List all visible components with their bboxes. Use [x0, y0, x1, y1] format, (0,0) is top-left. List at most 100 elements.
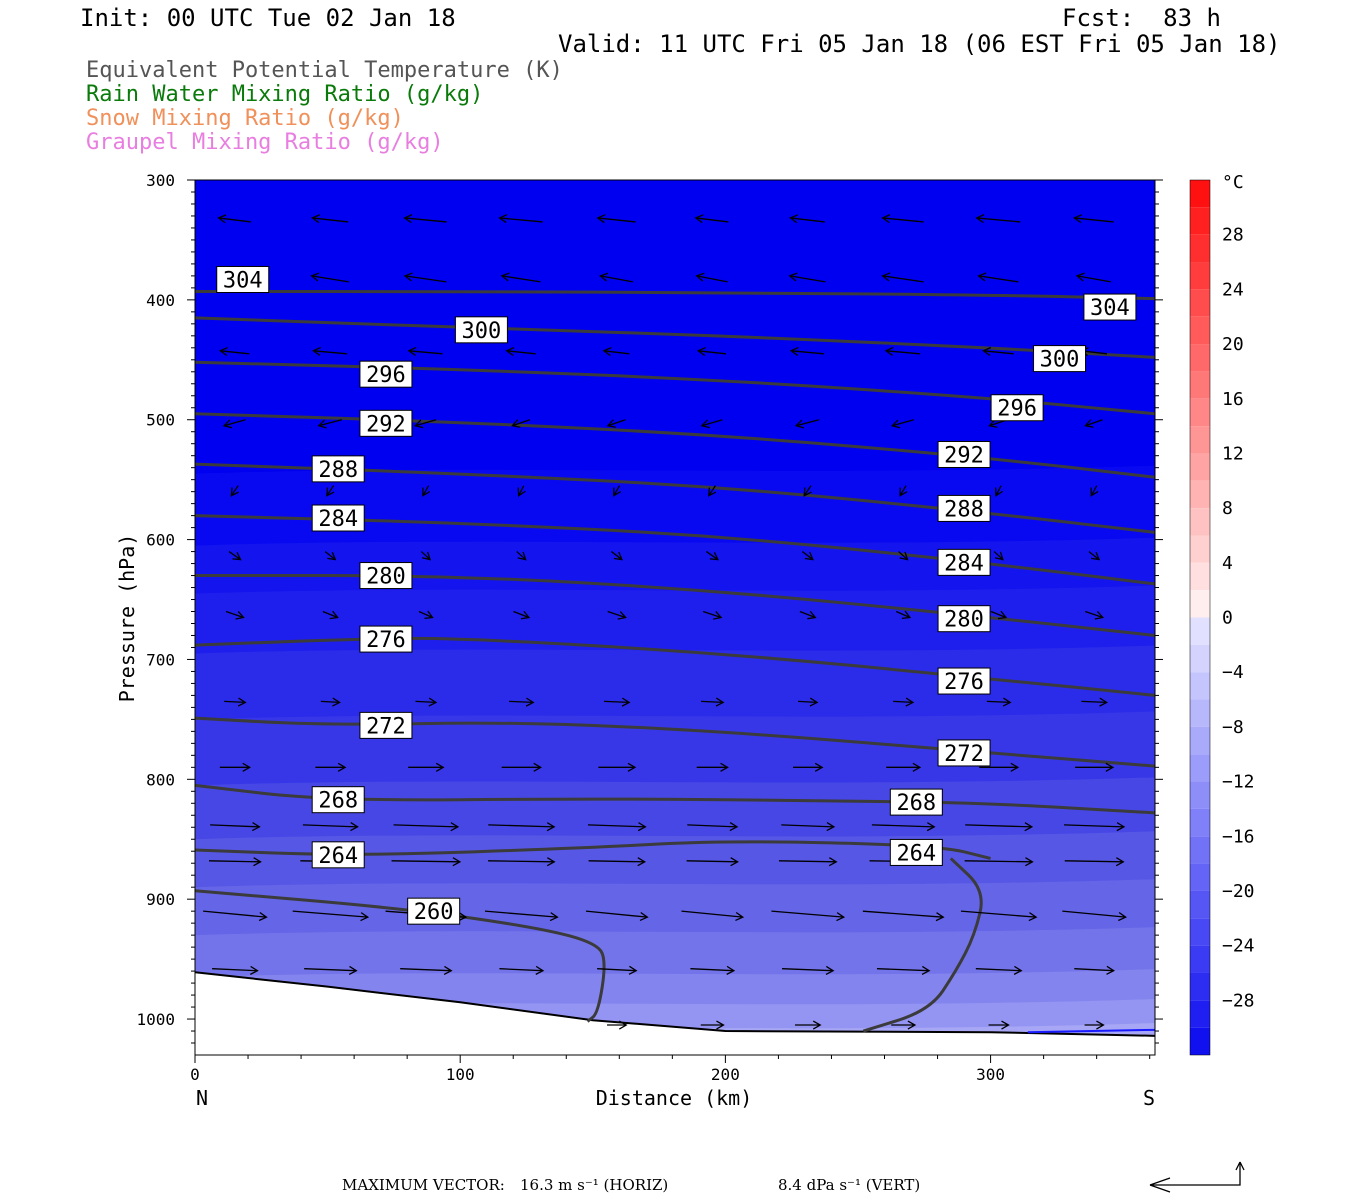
wind-vector: [203, 910, 268, 922]
wind-vector: [975, 965, 1023, 975]
rain-water-trace: [1027, 1028, 1155, 1034]
colorbar-swatch: [1190, 1000, 1210, 1028]
wind-vector: [899, 485, 908, 497]
colorbar-swatch: [1190, 836, 1210, 864]
colorbar-swatch: [1190, 453, 1210, 481]
wind-vector: [994, 485, 1004, 497]
wind-vector: [224, 697, 247, 707]
colorbar-swatch: [1190, 590, 1210, 618]
contour-label: 296: [366, 363, 406, 388]
wind-vector: [798, 697, 819, 707]
wind-vector: [700, 419, 723, 429]
contour-label-box: [990, 394, 1044, 422]
wind-vector: [218, 346, 250, 357]
wind-vector: [687, 822, 739, 832]
contour-label-box: [359, 562, 413, 590]
wind-vector: [881, 214, 924, 224]
contour-label-box: [889, 788, 943, 816]
wind-vector: [781, 822, 836, 832]
wind-vector: [893, 697, 915, 707]
wind-vector: [613, 485, 622, 497]
valid-time: Valid: 11 UTC Fri 05 Jan 18 (06 EST Fri …: [558, 30, 1281, 58]
colorbar-swatch: [1190, 617, 1210, 645]
colorbar-tick-label: 20: [1222, 334, 1244, 355]
legend-graupel: Graupel Mixing Ratio (g/kg): [86, 130, 444, 155]
contour-label-box: [359, 711, 413, 739]
wind-vector: [702, 610, 723, 620]
colorbar-swatch: [1190, 207, 1210, 235]
wind-vector: [292, 910, 370, 922]
contour-label-box: [311, 504, 365, 532]
contour-label: 264: [896, 841, 936, 866]
wind-vector: [415, 697, 438, 707]
contour-label-box: [1033, 345, 1087, 373]
x-tick-label: 300: [976, 1065, 1005, 1084]
colorbar-tick-label: 0: [1222, 608, 1233, 629]
wind-vector: [706, 551, 719, 561]
x-tick-label: 100: [446, 1065, 475, 1084]
contour-label: 280: [944, 608, 984, 633]
wind-vector: [403, 272, 447, 283]
colorbar-frame: [1189, 179, 1211, 1056]
contour-label: 300: [462, 319, 502, 344]
colorbar-swatch: [1190, 644, 1210, 673]
wind-vector: [611, 551, 623, 561]
wind-vector: [498, 214, 543, 224]
y-tick-label: 600: [146, 531, 175, 550]
ground-mask: [195, 972, 1155, 1055]
colorbar-tick-label: 28: [1222, 225, 1244, 246]
wind-vector: [499, 965, 545, 975]
wind-vector: [400, 965, 453, 975]
wind-vector: [884, 346, 921, 356]
colorbar-swatch: [1190, 262, 1210, 290]
colorbar-tick-label: −4: [1222, 662, 1244, 683]
colorbar-swatch: [1190, 781, 1210, 809]
wind-vector: [228, 551, 242, 561]
contour-label-box: [937, 605, 991, 633]
wind-vector: [322, 610, 339, 620]
wind-vector: [1084, 419, 1103, 428]
wind-vector: [408, 762, 445, 772]
contour-label-box: [407, 897, 461, 925]
wind-vector: [708, 485, 717, 497]
axes: 300 400 500 600 700 800 900 1000 0 100 200 300: [136, 171, 1163, 1084]
wind-vector: [1081, 697, 1108, 707]
colorbar-tick-label: −28: [1222, 990, 1255, 1011]
wind-vector: [881, 272, 924, 283]
wind-vector: [681, 910, 745, 922]
wind-vector: [222, 419, 246, 429]
contour-label-box: [216, 265, 270, 293]
contour-label-box: [937, 440, 991, 468]
wind-vector: [606, 419, 626, 428]
colorbar-tick-label: 8: [1222, 498, 1233, 519]
y-tick-label: 300: [146, 171, 175, 190]
wind-vector: [403, 214, 447, 224]
wind-vector: [588, 857, 647, 867]
contour-label: 272: [944, 742, 984, 767]
contour-label-box: [937, 494, 991, 522]
colorbar-swatch: [1190, 890, 1210, 919]
colorbar-swatch: [1190, 180, 1210, 208]
temperature-fill: [195, 180, 1155, 1055]
wind-vector: [418, 610, 434, 619]
wind-vector: [217, 214, 252, 224]
surface-line: [195, 971, 1155, 1037]
x-tick-label: 200: [711, 1065, 740, 1084]
wind-vector: [803, 485, 812, 497]
wind-vector: [793, 762, 824, 772]
wind-vector: [315, 762, 347, 772]
colorbar-swatch: [1190, 808, 1210, 837]
wind-vector: [304, 965, 358, 976]
colorbar-swatch: [1190, 426, 1210, 454]
wind-vector: [597, 965, 638, 975]
wind-vector: [789, 214, 825, 224]
contour-label-box: [359, 360, 413, 388]
colorbar-swatch: [1190, 863, 1210, 891]
colorbar-swatch: [1190, 918, 1210, 946]
contour-label: 284: [944, 551, 984, 576]
wind-vector: [1075, 272, 1112, 283]
wind-vector: [212, 965, 259, 975]
wind-vector: [310, 272, 349, 283]
colorbar-tick-label: −20: [1222, 881, 1255, 902]
